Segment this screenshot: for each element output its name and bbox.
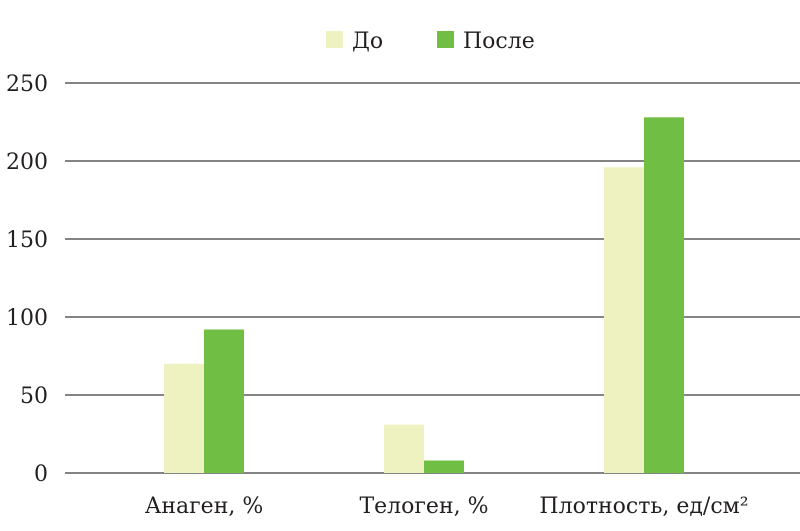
x-category-label: Плотность, ед/см² [539, 494, 748, 519]
legend: До После [326, 29, 535, 54]
y-tick-label: 200 [6, 150, 48, 175]
legend-label-after: После [463, 29, 535, 54]
bar-after-1 [424, 460, 464, 473]
y-tick-label: 0 [34, 462, 48, 487]
y-tick-label: 50 [20, 384, 48, 409]
x-axis-labels: Анаген, % Телоген, % Плотность, ед/см² [145, 494, 749, 519]
y-tick-label: 150 [6, 228, 48, 253]
y-axis-ticks: 0 50 100 150 200 250 [6, 72, 48, 487]
bar-after-2 [644, 117, 684, 473]
bar-before-0 [164, 363, 204, 473]
bar-before-1 [384, 424, 424, 473]
y-tick-label: 100 [6, 306, 48, 331]
bars [164, 117, 684, 474]
legend-label-before: До [352, 29, 383, 54]
x-category-label: Телоген, % [359, 494, 488, 519]
legend-swatch-after [437, 31, 454, 48]
y-tick-label: 250 [6, 72, 48, 97]
legend-swatch-before [326, 31, 343, 48]
bar-after-0 [204, 329, 244, 473]
x-category-label: Анаген, % [145, 494, 264, 519]
bar-before-2 [604, 167, 644, 474]
